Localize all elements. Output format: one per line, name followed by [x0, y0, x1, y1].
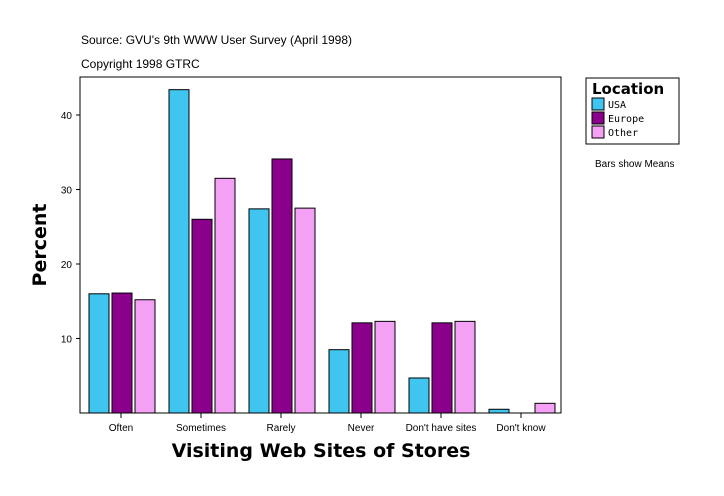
bar-europe — [431, 322, 453, 414]
bars-show-means-note: Bars show Means — [595, 159, 674, 170]
x-tick-label: Don't know — [496, 423, 546, 434]
bar-usa — [328, 349, 350, 414]
y-tick-label: 10 — [61, 335, 73, 346]
bar-europe — [271, 158, 293, 414]
legend-label: Europe — [608, 114, 644, 125]
plot-frame — [79, 76, 562, 414]
bar-other — [214, 177, 236, 414]
bar-usa — [488, 408, 510, 414]
bar-other — [134, 299, 156, 414]
legend-swatch — [591, 111, 605, 125]
x-tick-label: Rarely — [267, 423, 296, 434]
y-tick-label: 30 — [61, 186, 73, 197]
bar-europe — [191, 218, 213, 414]
x-tick-label: Sometimes — [176, 423, 226, 434]
y-tick-label: 20 — [61, 260, 73, 271]
bar-usa — [248, 208, 270, 414]
legend: Location USA Europe Other — [585, 77, 680, 145]
bar-usa — [88, 293, 110, 414]
x-tick-label: Never — [348, 423, 375, 434]
bar-other — [294, 207, 316, 414]
y-tick-label: 40 — [61, 111, 73, 122]
bar-usa — [168, 89, 190, 414]
source-text: Source: GVU's 9th WWW User Survey (April… — [81, 33, 352, 47]
bar-other — [454, 320, 476, 414]
copyright-text: Copyright 1998 GTRC — [81, 57, 200, 71]
bar-europe — [111, 292, 133, 414]
y-axis-label: Percent — [29, 204, 51, 287]
legend-title: Location — [592, 80, 664, 98]
x-tick-label: Don't have sites — [406, 423, 477, 434]
bar-other — [374, 320, 396, 414]
legend-swatch — [591, 97, 605, 111]
bar-other — [534, 402, 556, 414]
bar-europe — [351, 322, 373, 414]
x-axis-label: Visiting Web Sites of Stores — [172, 440, 471, 462]
legend-label: USA — [608, 100, 626, 111]
bar-usa — [408, 377, 430, 414]
legend-label: Other — [608, 128, 638, 139]
legend-swatch — [591, 125, 605, 139]
x-tick-label: Often — [109, 423, 133, 434]
